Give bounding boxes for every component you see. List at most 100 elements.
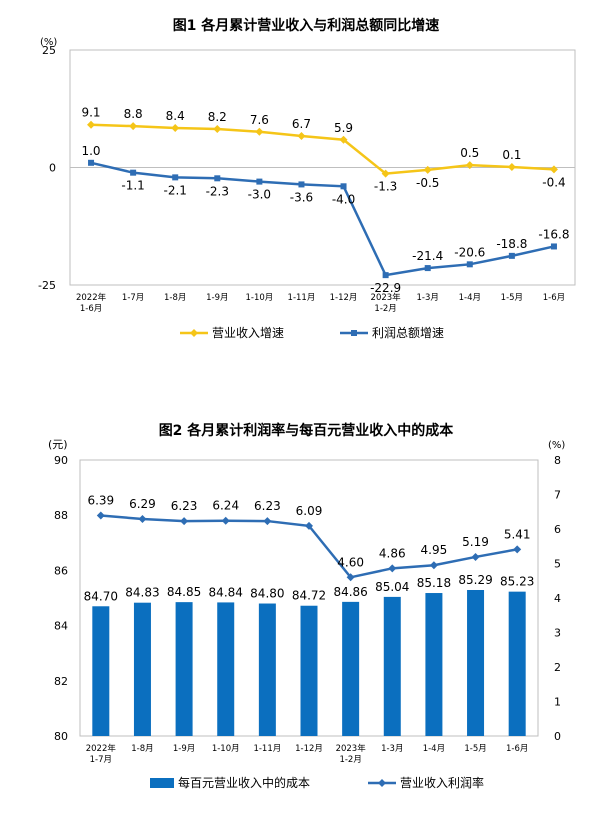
- chart-1-data-label: 1.0: [81, 144, 100, 158]
- chart-1-data-label: 6.7: [292, 117, 311, 131]
- chart-1-series-line-profit: [90, 161, 555, 277]
- chart-2-x-tick-label: 2022年: [86, 743, 117, 754]
- chart-2-line-label: 6.39: [87, 494, 114, 508]
- chart-2-line-point: [471, 552, 480, 561]
- chart-1-x-tick-label: 1-4月: [459, 293, 481, 303]
- chart-1-point-revenue: [549, 165, 558, 174]
- chart-1-point-revenue: [213, 124, 222, 133]
- chart-2-bar-label: 84.85: [167, 585, 201, 599]
- chart-2-x-tick-label: 1-8月: [131, 744, 153, 754]
- chart-2-line-label: 5.19: [462, 535, 489, 549]
- chart-1-data-label: -0.5: [416, 176, 439, 190]
- chart-2-left-tick-label: 80: [54, 730, 68, 743]
- chart-1-point-revenue: [465, 161, 474, 170]
- chart-2-line-point: [180, 517, 189, 526]
- chart-2-line-label: 6.09: [296, 504, 323, 518]
- chart-1-point-revenue: [129, 122, 138, 131]
- chart-2-line-label: 6.23: [254, 499, 281, 513]
- chart-1-x-tick-label: 1-10月: [245, 293, 273, 303]
- chart-1-point-profit: [88, 159, 95, 166]
- chart-2-bar: [342, 601, 360, 736]
- chart-1-data-label: 8.4: [166, 109, 185, 123]
- chart-2-legend-label: 营业收入利润率: [400, 775, 484, 790]
- chart-2-bar-label: 85.04: [375, 580, 409, 594]
- chart-2-bar: [175, 602, 193, 736]
- chart-2-left-tick-label: 90: [54, 454, 68, 467]
- chart-2-bar: [92, 606, 110, 736]
- chart-2-bar: [383, 596, 401, 736]
- chart-2-bar: [467, 589, 485, 736]
- chart-1-series-line-revenue: [90, 123, 555, 175]
- chart-1-data-label: -2.3: [206, 184, 229, 198]
- chart-2-x-tick-label: 1-7月: [90, 755, 112, 765]
- chart-1-data-label: -1.3: [374, 180, 397, 194]
- chart-1-point-profit: [340, 183, 347, 190]
- chart-1-point-profit: [550, 243, 557, 250]
- chart-2-right-tick-label: 1: [554, 696, 561, 709]
- chart-2-line-label: 4.86: [379, 546, 406, 560]
- chart-2-bar-label: 84.72: [292, 589, 326, 603]
- chart-2-line-label: 6.24: [212, 499, 239, 513]
- chart-2-right-tick-label: 5: [554, 558, 561, 571]
- chart-2-x-tick-label: 1-2月: [339, 755, 361, 765]
- chart-1-point-profit: [508, 252, 515, 259]
- chart-1-legend-marker: [351, 330, 357, 336]
- chart-2-bar: [425, 593, 443, 736]
- chart-1-x-tick-label: 1-11月: [288, 293, 316, 303]
- chart-1-point-profit: [466, 261, 473, 268]
- chart-1-x-tick-label: 1-7月: [122, 293, 144, 303]
- chart-2-right-tick-label: 6: [554, 523, 561, 536]
- chart-1-point-revenue: [507, 163, 516, 172]
- chart-2-x-tick-label: 1-10月: [212, 744, 240, 754]
- chart-2-line-point: [138, 514, 147, 523]
- chart-1-marks-group: 9.1 8.8 8.4 8.2 7.6 6.7 5.9 -1.3 -0.5 0.5 0.1 -0.4 1…: [81, 106, 569, 295]
- chart-1-x-tick-label: 2023年: [371, 292, 402, 303]
- chart-2-right-unit-label: (%): [548, 440, 565, 451]
- chart-2-x-tick-label: 1-3月: [381, 744, 403, 754]
- chart-2-bar-label: 84.83: [125, 586, 159, 600]
- chart-1-data-label: -1.1: [121, 179, 144, 193]
- chart-2-left-tick-label: 84: [54, 620, 68, 633]
- chart-1-data-label: 8.2: [208, 110, 227, 124]
- chart-1-point-revenue: [339, 135, 348, 144]
- chart-1-x-tick-label: 2022年: [76, 292, 107, 303]
- chart-2-right-tick-label: 4: [554, 592, 561, 605]
- chart-1-x-tick-label: 1-6月: [543, 293, 565, 303]
- chart-1-point-profit: [214, 175, 221, 182]
- chart-1-data-label: 0.1: [502, 148, 521, 162]
- chart-1-data-label: -20.6: [454, 245, 485, 259]
- chart-2-bar-label: 84.70: [84, 589, 118, 603]
- chart-2-bar-label: 85.23: [500, 575, 534, 589]
- chart-2-line-point: [221, 516, 230, 525]
- chart-1-y-tick-label: -25: [38, 279, 56, 292]
- chart-1-legend-label: 营业收入增速: [212, 326, 284, 340]
- chart-2-bar: [217, 602, 235, 736]
- chart-2-bar-label: 85.18: [417, 576, 451, 590]
- chart-2-line-point: [513, 545, 522, 554]
- chart-2-right-tick-label: 0: [554, 730, 561, 743]
- chart-1-x-tick-label: 1-8月: [164, 293, 186, 303]
- chart-2-bar: [133, 602, 151, 736]
- chart-2-title: 图2 各月累计利润率与每百元营业收入中的成本: [159, 422, 455, 439]
- chart-2-legend-marker: [378, 779, 386, 787]
- chart-2-x-tick-label: 1-4月: [423, 744, 445, 754]
- chart-1-point-profit: [256, 178, 263, 185]
- chart-2-bar: [508, 591, 526, 736]
- chart-2-line-label: 6.23: [171, 499, 198, 513]
- chart-2: 图2 各月累计利润率与每百元营业收入中的成本 (元) (%) 908886848…: [48, 422, 565, 790]
- chart-1-y-tick-label: 0: [49, 162, 56, 175]
- chart-2-right-tick-label: 7: [554, 489, 561, 502]
- chart-1-data-label: -16.8: [538, 227, 569, 241]
- chart-1-legend-label: 利润总额增速: [372, 326, 444, 340]
- chart-2-line-point: [429, 561, 438, 570]
- chart-1-title: 图1 各月累计营业收入与利润总额同比增速: [173, 17, 440, 34]
- chart-2-bar-label: 84.80: [250, 587, 284, 601]
- chart-1-data-label: -0.4: [542, 175, 565, 189]
- chart-1-data-label: 7.6: [250, 113, 269, 127]
- chart-2-line-point: [305, 521, 313, 530]
- chart-1-data-label: -4.0: [332, 192, 355, 206]
- chart-2-bar: [258, 603, 276, 736]
